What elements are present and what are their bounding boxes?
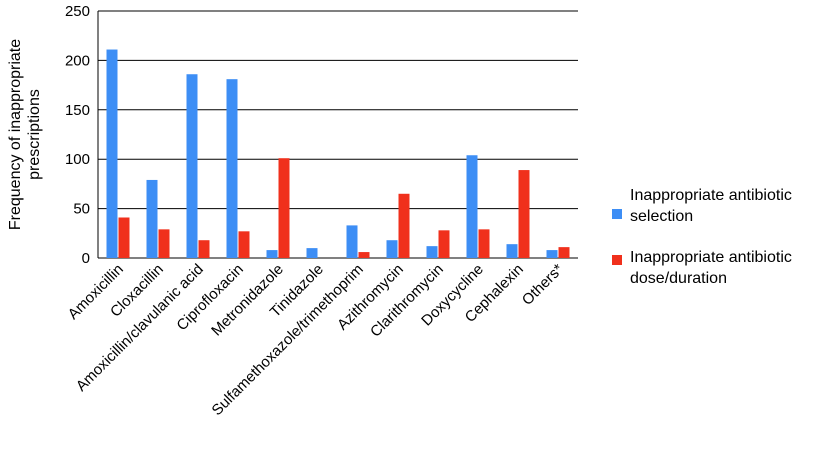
bar-series-2: [558, 247, 570, 258]
bar-series-2: [238, 231, 250, 258]
y-axis-title: Frequency of inappropriate prescriptions: [7, 39, 43, 230]
bar-series-2: [438, 230, 450, 258]
bar-series-2: [118, 217, 130, 258]
legend-label: selection: [630, 208, 693, 225]
legend-label: Inappropriate antibiotic: [630, 187, 792, 204]
bar-series-1: [386, 240, 398, 258]
bar-series-2: [278, 158, 290, 258]
y-axis-title-line: Frequency of inappropriate: [7, 39, 24, 230]
bar-series-1: [546, 250, 558, 258]
bar-series-2: [398, 193, 410, 258]
legend-label: dose/duration: [630, 270, 727, 287]
y-tick-label: 0: [82, 250, 90, 267]
legend-swatch: [612, 255, 622, 265]
y-axis-title-line: prescriptions: [26, 89, 43, 180]
x-category-labels: AmoxicillinCloxacillinAmoxicillin/clavul…: [65, 261, 567, 419]
bar-series-1: [306, 248, 318, 258]
bar-series-1: [226, 79, 238, 258]
y-tick-label: 150: [65, 102, 90, 119]
bar-series-2: [518, 170, 530, 258]
y-tick-label: 250: [65, 3, 90, 20]
bar-series-2: [198, 240, 210, 258]
bar-series-2: [358, 252, 370, 258]
legend-label: Inappropriate antibiotic: [630, 249, 792, 266]
legend: Inappropriate antibiotic selection Inappro…: [612, 187, 792, 287]
bar-series-1: [466, 155, 478, 258]
bar-series-1: [426, 246, 438, 258]
bar-series-2: [158, 229, 170, 258]
y-tick-label: 200: [65, 52, 90, 69]
bar-series-1: [106, 49, 118, 259]
bar-series-1: [346, 225, 358, 258]
bar-series-1: [506, 244, 518, 258]
y-tick-label: 50: [73, 201, 90, 218]
legend-swatch: [612, 209, 622, 219]
bar-series-1: [146, 179, 158, 258]
y-tick-labels: 0 50 100 150 200 250: [65, 3, 90, 267]
bar-series-2: [478, 229, 490, 258]
bar-series-1: [186, 74, 198, 259]
x-category-label: Others*: [519, 261, 567, 309]
bar-series-1: [266, 250, 278, 258]
y-tick-label: 100: [65, 151, 90, 168]
gridlines: [97, 10, 578, 259]
bars: [106, 49, 570, 259]
